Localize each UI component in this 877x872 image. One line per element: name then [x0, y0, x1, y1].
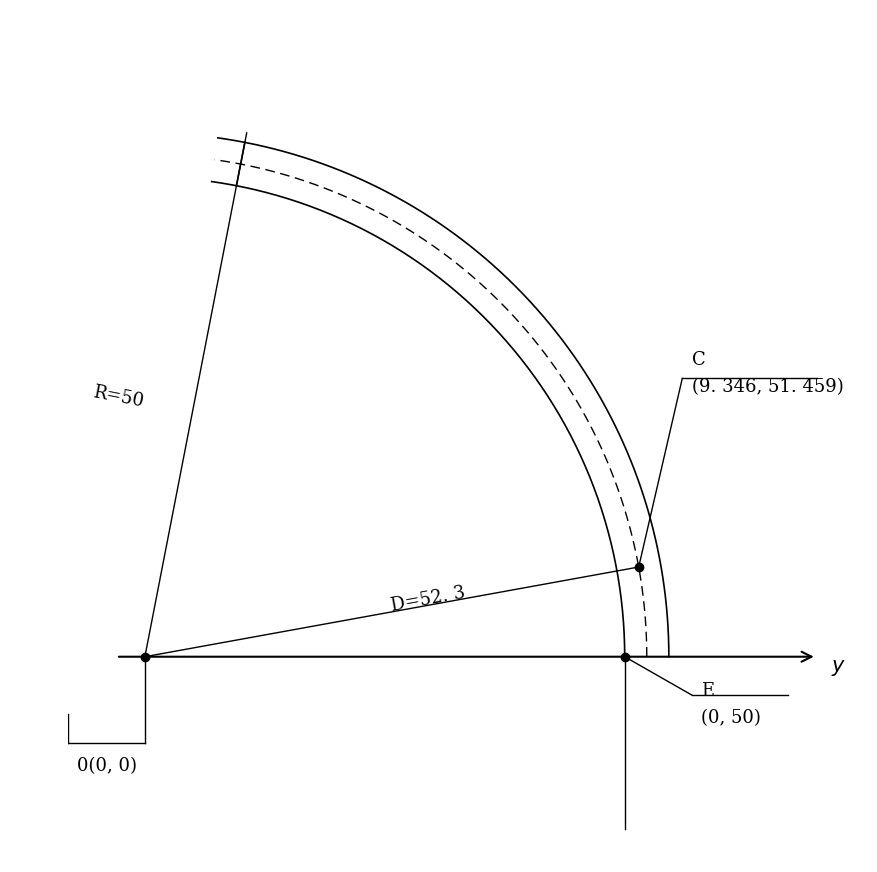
Text: 0(0, 0): 0(0, 0): [76, 758, 136, 775]
Text: (0, 50): (0, 50): [701, 710, 760, 727]
Text: E: E: [701, 682, 714, 700]
Text: R=50: R=50: [91, 384, 146, 411]
Text: y: y: [830, 657, 843, 677]
Text: (9. 346, 51. 459): (9. 346, 51. 459): [691, 378, 843, 397]
Text: D=52. 3: D=52. 3: [389, 583, 467, 615]
Text: C: C: [691, 351, 705, 369]
